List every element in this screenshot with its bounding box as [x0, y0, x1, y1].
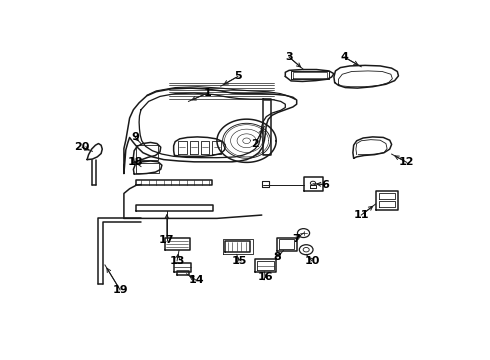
Text: 7: 7	[292, 234, 300, 244]
Text: 12: 12	[399, 157, 415, 167]
Text: 14: 14	[188, 275, 204, 285]
Text: 8: 8	[274, 252, 282, 262]
Text: 17: 17	[159, 235, 174, 245]
Text: 9: 9	[131, 132, 139, 143]
Text: 1: 1	[203, 88, 211, 98]
Text: 2: 2	[251, 139, 259, 149]
Text: 11: 11	[353, 210, 369, 220]
Text: 13: 13	[170, 256, 185, 266]
Text: 4: 4	[340, 52, 348, 62]
Text: 3: 3	[285, 52, 293, 62]
Text: 18: 18	[127, 157, 143, 167]
Text: 10: 10	[304, 256, 319, 266]
Text: 16: 16	[258, 273, 273, 283]
Text: 19: 19	[112, 285, 128, 295]
Text: 5: 5	[234, 72, 242, 81]
Text: 6: 6	[321, 180, 329, 190]
Text: 20: 20	[74, 142, 90, 152]
Text: 15: 15	[231, 256, 246, 266]
